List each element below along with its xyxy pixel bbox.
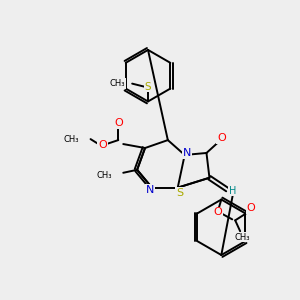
Text: O: O bbox=[247, 203, 255, 214]
Text: H: H bbox=[229, 186, 236, 196]
Text: CH₃: CH₃ bbox=[110, 79, 125, 88]
Text: CH₃: CH₃ bbox=[63, 135, 79, 144]
Text: CH₃: CH₃ bbox=[97, 171, 112, 180]
Text: O: O bbox=[213, 207, 222, 218]
Text: S: S bbox=[145, 82, 151, 92]
Text: CH₃: CH₃ bbox=[234, 233, 250, 242]
Text: N: N bbox=[182, 148, 191, 158]
Text: O: O bbox=[114, 118, 123, 128]
Text: N: N bbox=[146, 184, 154, 195]
Text: S: S bbox=[176, 188, 183, 198]
Text: O: O bbox=[217, 133, 226, 143]
Text: O: O bbox=[98, 140, 107, 150]
